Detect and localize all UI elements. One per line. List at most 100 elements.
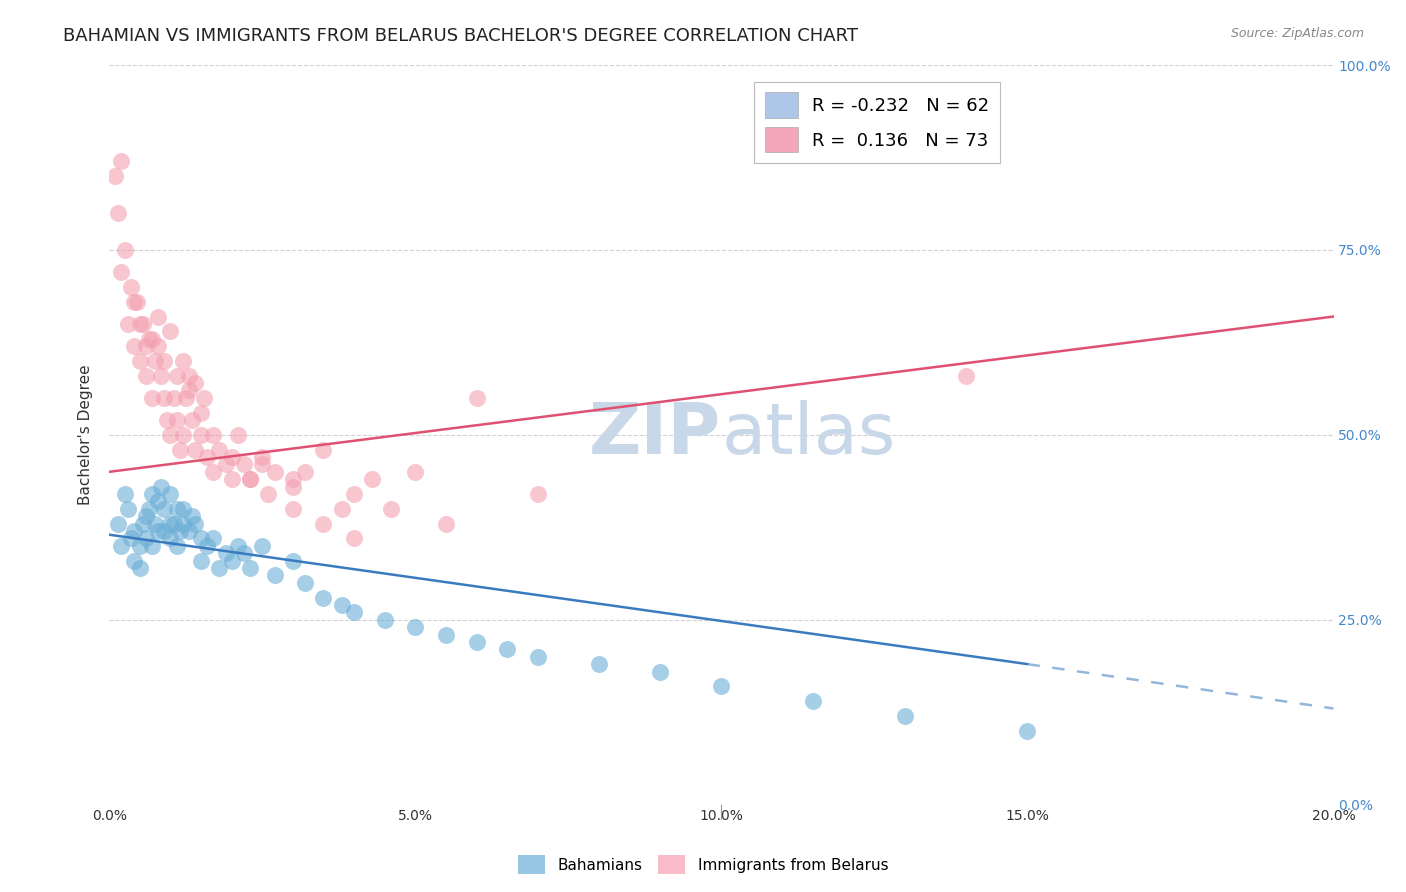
Point <box>174 391 197 405</box>
Point <box>195 450 218 464</box>
Point <box>380 501 402 516</box>
Point <box>122 339 145 353</box>
Point <box>135 339 157 353</box>
Point <box>330 598 353 612</box>
Point <box>150 368 173 383</box>
Point <box>153 391 176 405</box>
Text: atlas: atlas <box>721 401 896 469</box>
Point <box>104 169 127 183</box>
Point <box>159 516 181 531</box>
Point <box>141 487 163 501</box>
Point <box>177 368 200 383</box>
Point <box>110 265 132 279</box>
Point <box>232 546 254 560</box>
Point <box>184 376 207 390</box>
Point <box>361 472 384 486</box>
Point <box>434 516 457 531</box>
Point <box>159 324 181 338</box>
Point <box>343 605 366 619</box>
Point <box>281 480 304 494</box>
Point <box>221 472 243 486</box>
Point <box>120 280 142 294</box>
Point <box>190 532 212 546</box>
Point <box>214 546 236 560</box>
Point <box>172 501 194 516</box>
Point <box>107 206 129 220</box>
Point <box>150 480 173 494</box>
Point <box>281 501 304 516</box>
Point <box>141 391 163 405</box>
Point <box>221 450 243 464</box>
Point <box>526 649 548 664</box>
Point <box>148 339 170 353</box>
Point <box>172 516 194 531</box>
Point <box>169 442 191 457</box>
Point <box>312 591 335 605</box>
Point <box>172 428 194 442</box>
Point <box>138 501 160 516</box>
Text: BAHAMIAN VS IMMIGRANTS FROM BELARUS BACHELOR'S DEGREE CORRELATION CHART: BAHAMIAN VS IMMIGRANTS FROM BELARUS BACH… <box>63 27 858 45</box>
Point <box>239 472 262 486</box>
Point <box>153 354 176 368</box>
Point <box>117 317 139 331</box>
Point <box>190 553 212 567</box>
Point <box>128 354 150 368</box>
Point <box>801 694 824 708</box>
Point <box>159 532 181 546</box>
Point <box>208 442 231 457</box>
Point <box>162 391 184 405</box>
Point <box>148 494 170 508</box>
Point <box>588 657 610 672</box>
Point <box>281 553 304 567</box>
Point <box>190 428 212 442</box>
Point <box>650 665 672 679</box>
Point <box>465 635 488 649</box>
Point <box>434 627 457 641</box>
Point <box>208 561 231 575</box>
Point <box>143 516 166 531</box>
Point <box>172 354 194 368</box>
Text: ZIP: ZIP <box>589 401 721 469</box>
Point <box>128 317 150 331</box>
Point <box>404 465 426 479</box>
Point <box>122 524 145 538</box>
Point <box>202 465 225 479</box>
Text: Source: ZipAtlas.com: Source: ZipAtlas.com <box>1230 27 1364 40</box>
Point <box>294 465 316 479</box>
Point <box>166 368 188 383</box>
Point <box>153 501 176 516</box>
Point <box>107 516 129 531</box>
Point <box>330 501 353 516</box>
Point <box>465 391 488 405</box>
Point <box>162 516 184 531</box>
Point <box>894 709 917 723</box>
Point <box>117 501 139 516</box>
Point <box>114 243 136 257</box>
Point <box>177 384 200 398</box>
Point <box>156 413 179 427</box>
Point <box>193 391 215 405</box>
Point <box>141 332 163 346</box>
Point <box>955 368 977 383</box>
Point <box>128 561 150 575</box>
Point <box>132 317 155 331</box>
Point <box>252 458 274 472</box>
Point <box>239 561 262 575</box>
Point <box>143 354 166 368</box>
Point <box>135 509 157 524</box>
Point <box>232 458 254 472</box>
Point <box>153 524 176 538</box>
Y-axis label: Bachelor's Degree: Bachelor's Degree <box>79 365 93 505</box>
Point <box>166 413 188 427</box>
Point <box>195 539 218 553</box>
Point <box>122 294 145 309</box>
Point <box>128 539 150 553</box>
Point <box>252 539 274 553</box>
Legend: R = -0.232   N = 62, R =  0.136   N = 73: R = -0.232 N = 62, R = 0.136 N = 73 <box>754 81 1000 163</box>
Point <box>122 553 145 567</box>
Point <box>281 472 304 486</box>
Point <box>202 428 225 442</box>
Point <box>125 294 148 309</box>
Legend: Bahamians, Immigrants from Belarus: Bahamians, Immigrants from Belarus <box>512 849 894 880</box>
Point <box>202 532 225 546</box>
